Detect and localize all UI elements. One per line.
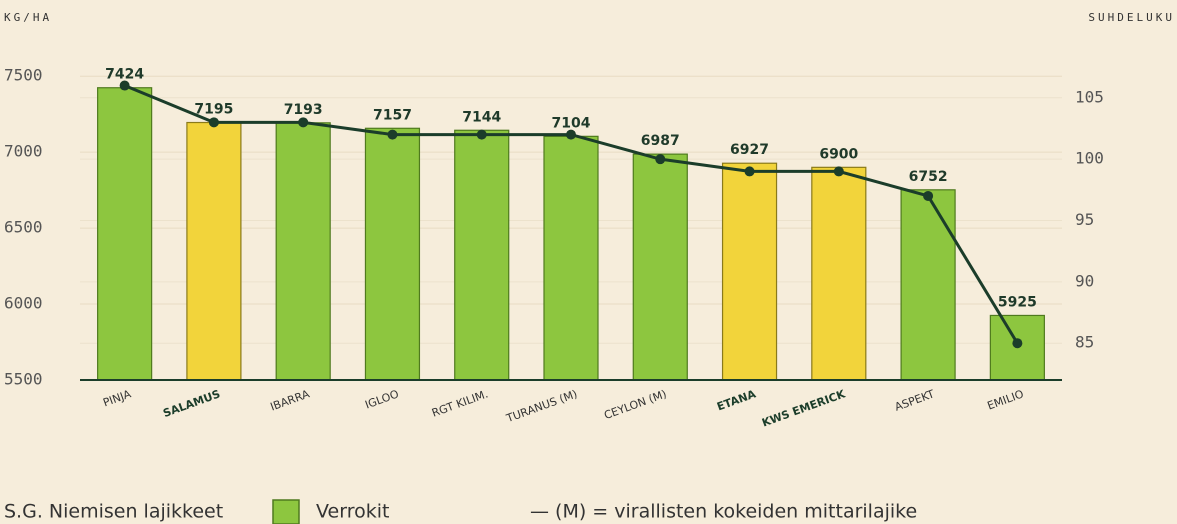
bar: [454, 129, 510, 381]
bar: [543, 135, 599, 381]
value-label: 7195: [194, 102, 233, 118]
line-point: [119, 80, 130, 91]
value-label: 7104: [552, 115, 591, 131]
y2-tick-label: 95: [1075, 210, 1094, 229]
x-tick-label: IGLOO: [363, 387, 400, 411]
y-tick-label: 6000: [4, 294, 43, 313]
bar: [364, 127, 421, 381]
note: — (M) = virallisten kokeiden mittarilaji…: [530, 501, 917, 523]
x-tick-label: RGT KILIM.: [430, 387, 490, 419]
value-label: 7193: [284, 102, 323, 118]
x-tick-label: KWS EMERICK: [760, 387, 847, 429]
bar: [97, 87, 153, 381]
x-tick-label: IBARRA: [269, 387, 312, 413]
y2-axis-title: SUHDELUKU: [1088, 11, 1175, 24]
value-label: 6927: [730, 142, 769, 158]
line-point: [655, 154, 666, 165]
value-label: 6900: [819, 146, 858, 162]
line-point: [1012, 338, 1023, 349]
y2-tick-label: 90: [1075, 271, 1094, 290]
value-label: 6987: [641, 133, 680, 149]
value-label: 5925: [998, 294, 1037, 310]
bar: [632, 153, 688, 381]
x-tick-label: SALAMUS: [161, 387, 222, 420]
bar: [721, 162, 778, 381]
legend-label: Verrokit: [316, 501, 389, 523]
y-tick-label: 7500: [4, 66, 43, 85]
legend-swatch: [272, 499, 300, 524]
bar: [811, 166, 867, 381]
value-label: 7144: [462, 109, 501, 125]
x-tick-label: TURANUS (M): [504, 387, 579, 425]
x-tick-label: CEYLON (M): [602, 387, 668, 422]
bar: [186, 121, 242, 381]
y2-tick-label: 105: [1075, 87, 1104, 106]
x-tick-label: EMILIO: [986, 387, 1026, 412]
line-point: [566, 129, 576, 140]
x-tick-label: ASPEKT: [893, 387, 936, 413]
bar: [275, 122, 331, 381]
value-label: 7424: [105, 67, 144, 83]
legend-label: S.G. Niemisen lajikkeet: [4, 501, 223, 523]
line-point: [387, 129, 398, 140]
value-label: 6752: [909, 169, 948, 185]
x-tick-label: PINJA: [101, 387, 133, 409]
y2-tick-label: 85: [1075, 333, 1094, 352]
y2-tick-label: 100: [1075, 149, 1104, 168]
bar: [900, 189, 956, 381]
line-point: [476, 129, 487, 140]
y-tick-label: 7000: [4, 142, 43, 161]
y-axis-title: KG/HA: [4, 11, 52, 24]
line-point: [744, 166, 755, 177]
y-tick-label: 5500: [4, 370, 43, 389]
line-point: [298, 117, 309, 128]
line-point: [923, 190, 934, 201]
line-point: [833, 166, 844, 177]
x-tick-label: ETANA: [715, 387, 758, 413]
value-label: 7157: [373, 107, 412, 123]
line-point: [208, 117, 219, 128]
y-tick-label: 6500: [4, 218, 43, 237]
